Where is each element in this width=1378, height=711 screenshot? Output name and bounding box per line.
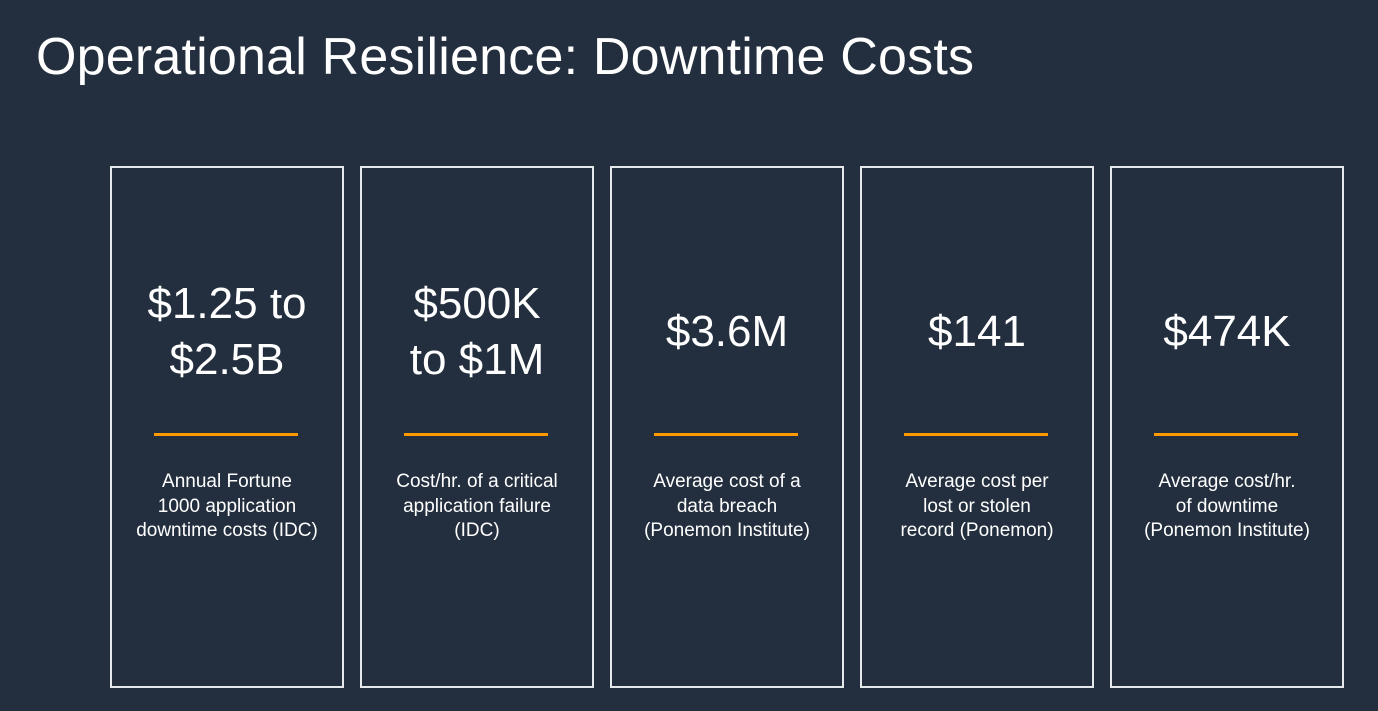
stat-value: $3.6M xyxy=(665,307,789,356)
stat-value: $141 xyxy=(928,307,1026,356)
stat-value: $474K xyxy=(1163,307,1291,356)
stat-cards: $1.25 to $2.5B Annual Fortune 1000 appli… xyxy=(110,166,1344,688)
stat-card-fortune-1000: $1.25 to $2.5B Annual Fortune 1000 appli… xyxy=(110,166,344,688)
stat-card-critical-failure: $500K to $1M Cost/hr. of a critical appl… xyxy=(360,166,594,688)
stat-card-data-breach: $3.6M Average cost of a data breach (Pon… xyxy=(610,166,844,688)
stat-description: Annual Fortune 1000 application downtime… xyxy=(136,471,318,541)
accent-divider xyxy=(904,433,1048,436)
stat-card-downtime-hour: $474K Average cost/hr. of downtime (Pone… xyxy=(1110,166,1344,688)
stat-card-lost-record: $141 Average cost per lost or stolen rec… xyxy=(860,166,1094,688)
stat-description: Average cost/hr. of downtime (Ponemon In… xyxy=(1144,471,1310,541)
slide-title: Operational Resilience: Downtime Costs xyxy=(36,28,975,86)
accent-divider xyxy=(1154,433,1298,436)
accent-divider xyxy=(404,433,548,436)
stat-description: Average cost of a data breach (Ponemon I… xyxy=(644,471,810,541)
stat-description: Cost/hr. of a critical application failu… xyxy=(396,471,558,541)
stat-value: $1.25 to $2.5B xyxy=(147,279,307,384)
accent-divider xyxy=(154,433,298,436)
stat-value: $500K to $1M xyxy=(409,279,545,384)
accent-divider xyxy=(654,433,798,436)
stat-description: Average cost per lost or stolen record (… xyxy=(900,471,1054,541)
